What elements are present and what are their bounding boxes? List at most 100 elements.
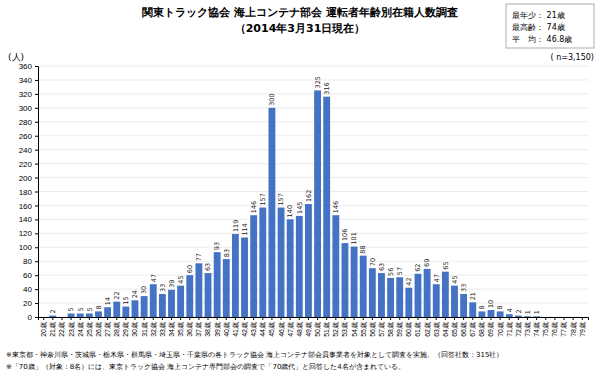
bar <box>305 204 312 317</box>
tick-mark <box>153 317 154 320</box>
tick: 72歳 <box>515 317 522 337</box>
tick: 55歳 <box>360 317 367 337</box>
grid-line <box>38 233 588 234</box>
tick-mark <box>271 317 272 320</box>
tick-mark <box>35 205 38 206</box>
tick: 360 <box>19 62 38 71</box>
grid-line <box>38 163 588 164</box>
footnote: ※「70歳」（対象：8名）には、東京トラック協会 海上コンテナ専門部会の調査で「… <box>6 363 405 371</box>
footnote: ※東京都・神奈川県・茨城県・栃木県・群馬県・埼玉県・千葉県の各トラック協会 海上… <box>6 351 503 359</box>
tick: 36歳 <box>186 317 193 337</box>
tick-mark <box>436 317 437 320</box>
tick-mark <box>399 317 400 320</box>
tick-label: 56歳 <box>369 322 376 337</box>
tick-mark <box>290 317 291 320</box>
tick-label: 200 <box>19 174 33 183</box>
tick-label: 52歳 <box>332 322 339 337</box>
data-label: 62 <box>414 263 422 271</box>
bar <box>542 317 549 318</box>
tick-label: 0 <box>28 313 33 322</box>
tick-mark <box>454 317 455 320</box>
summary-text: 平 均： 46.8歳 <box>512 35 572 44</box>
tick-mark <box>235 317 236 320</box>
tick-label: 36歳 <box>186 322 193 337</box>
tick-mark <box>35 66 38 67</box>
bar <box>104 307 111 317</box>
tick: 42歳 <box>241 317 248 337</box>
tick: 80 <box>23 257 38 266</box>
tick-mark <box>35 303 38 304</box>
bar <box>551 317 558 318</box>
tick-label: 70歳 <box>497 322 504 337</box>
grid-line <box>38 107 588 108</box>
tick: 64歳 <box>442 317 449 337</box>
tick: 45歳 <box>268 317 275 337</box>
subtitle: （2014年3月31日現在） <box>235 22 366 35</box>
bar <box>561 317 568 318</box>
data-label: 5 <box>76 307 84 311</box>
bar <box>232 234 239 317</box>
tick: 74歳 <box>533 317 540 337</box>
summary-box <box>506 4 594 48</box>
data-label: 146 <box>332 201 340 213</box>
data-label: 30 <box>140 286 148 294</box>
tick: 60歳 <box>405 317 412 337</box>
tick-mark <box>98 317 99 320</box>
axis-line <box>35 67 39 318</box>
tick: 61歳 <box>414 317 421 337</box>
tick-label: 24歳 <box>77 322 84 337</box>
tick-label: 160 <box>19 202 33 211</box>
tick-label: 37歳 <box>195 322 202 337</box>
tick-mark <box>180 317 181 320</box>
tick: 57歳 <box>378 317 385 337</box>
tick: 300 <box>19 104 38 113</box>
data-label: 157 <box>259 193 267 205</box>
tick: 73歳 <box>524 317 531 337</box>
tick: 200 <box>19 174 38 183</box>
tick-mark <box>463 317 464 320</box>
tick-label: 58歳 <box>387 322 394 337</box>
bar <box>250 215 257 317</box>
tick-mark <box>372 317 373 320</box>
grid-line <box>38 121 588 122</box>
summary-text: 最高齢： 74歳 <box>512 23 565 32</box>
tick: 23歳 <box>68 317 75 337</box>
tick: 56歳 <box>369 317 376 337</box>
tick-mark <box>198 317 199 320</box>
grid <box>38 66 588 317</box>
title: 関東トラック協会 海上コンテナ部会 運転者年齢別在籍人数調査 <box>142 6 458 19</box>
tick: 280 <box>19 118 38 127</box>
tick: 22歳 <box>58 317 65 337</box>
tick: 40歳 <box>223 317 230 337</box>
grid-line <box>38 247 588 248</box>
tick: 68歳 <box>478 317 485 337</box>
data-label: 24 <box>131 290 139 298</box>
data-labels: 2555814221524304733394560776393831191141… <box>49 76 541 314</box>
tick: 43歳 <box>250 317 257 337</box>
grid-line <box>38 261 588 262</box>
bars <box>49 90 540 317</box>
tick-label: 60歳 <box>405 322 412 337</box>
tick-mark <box>35 233 38 234</box>
tick-mark <box>35 261 38 262</box>
tick-label: 44歳 <box>259 322 266 337</box>
data-label: 106 <box>341 229 349 241</box>
data-label: 60 <box>186 265 194 273</box>
tick-mark <box>35 164 38 165</box>
summary-text: 最年少： 21歳 <box>512 11 565 20</box>
data-label: 1 <box>533 310 541 314</box>
tick-mark <box>35 108 38 109</box>
data-label: 15 <box>122 296 130 304</box>
tick-mark <box>253 317 254 320</box>
tick: 40 <box>23 285 38 294</box>
data-label: 300 <box>268 93 276 105</box>
tick-mark <box>536 317 537 320</box>
tick-label: 53歳 <box>341 322 348 337</box>
tick-label: 21歳 <box>49 322 56 337</box>
tick-label: 69歳 <box>487 322 494 337</box>
tick: 27歳 <box>104 317 111 337</box>
tick-mark <box>427 317 428 320</box>
tick-mark <box>35 219 38 220</box>
bar <box>533 316 540 317</box>
tick-label: 66歳 <box>460 322 467 337</box>
